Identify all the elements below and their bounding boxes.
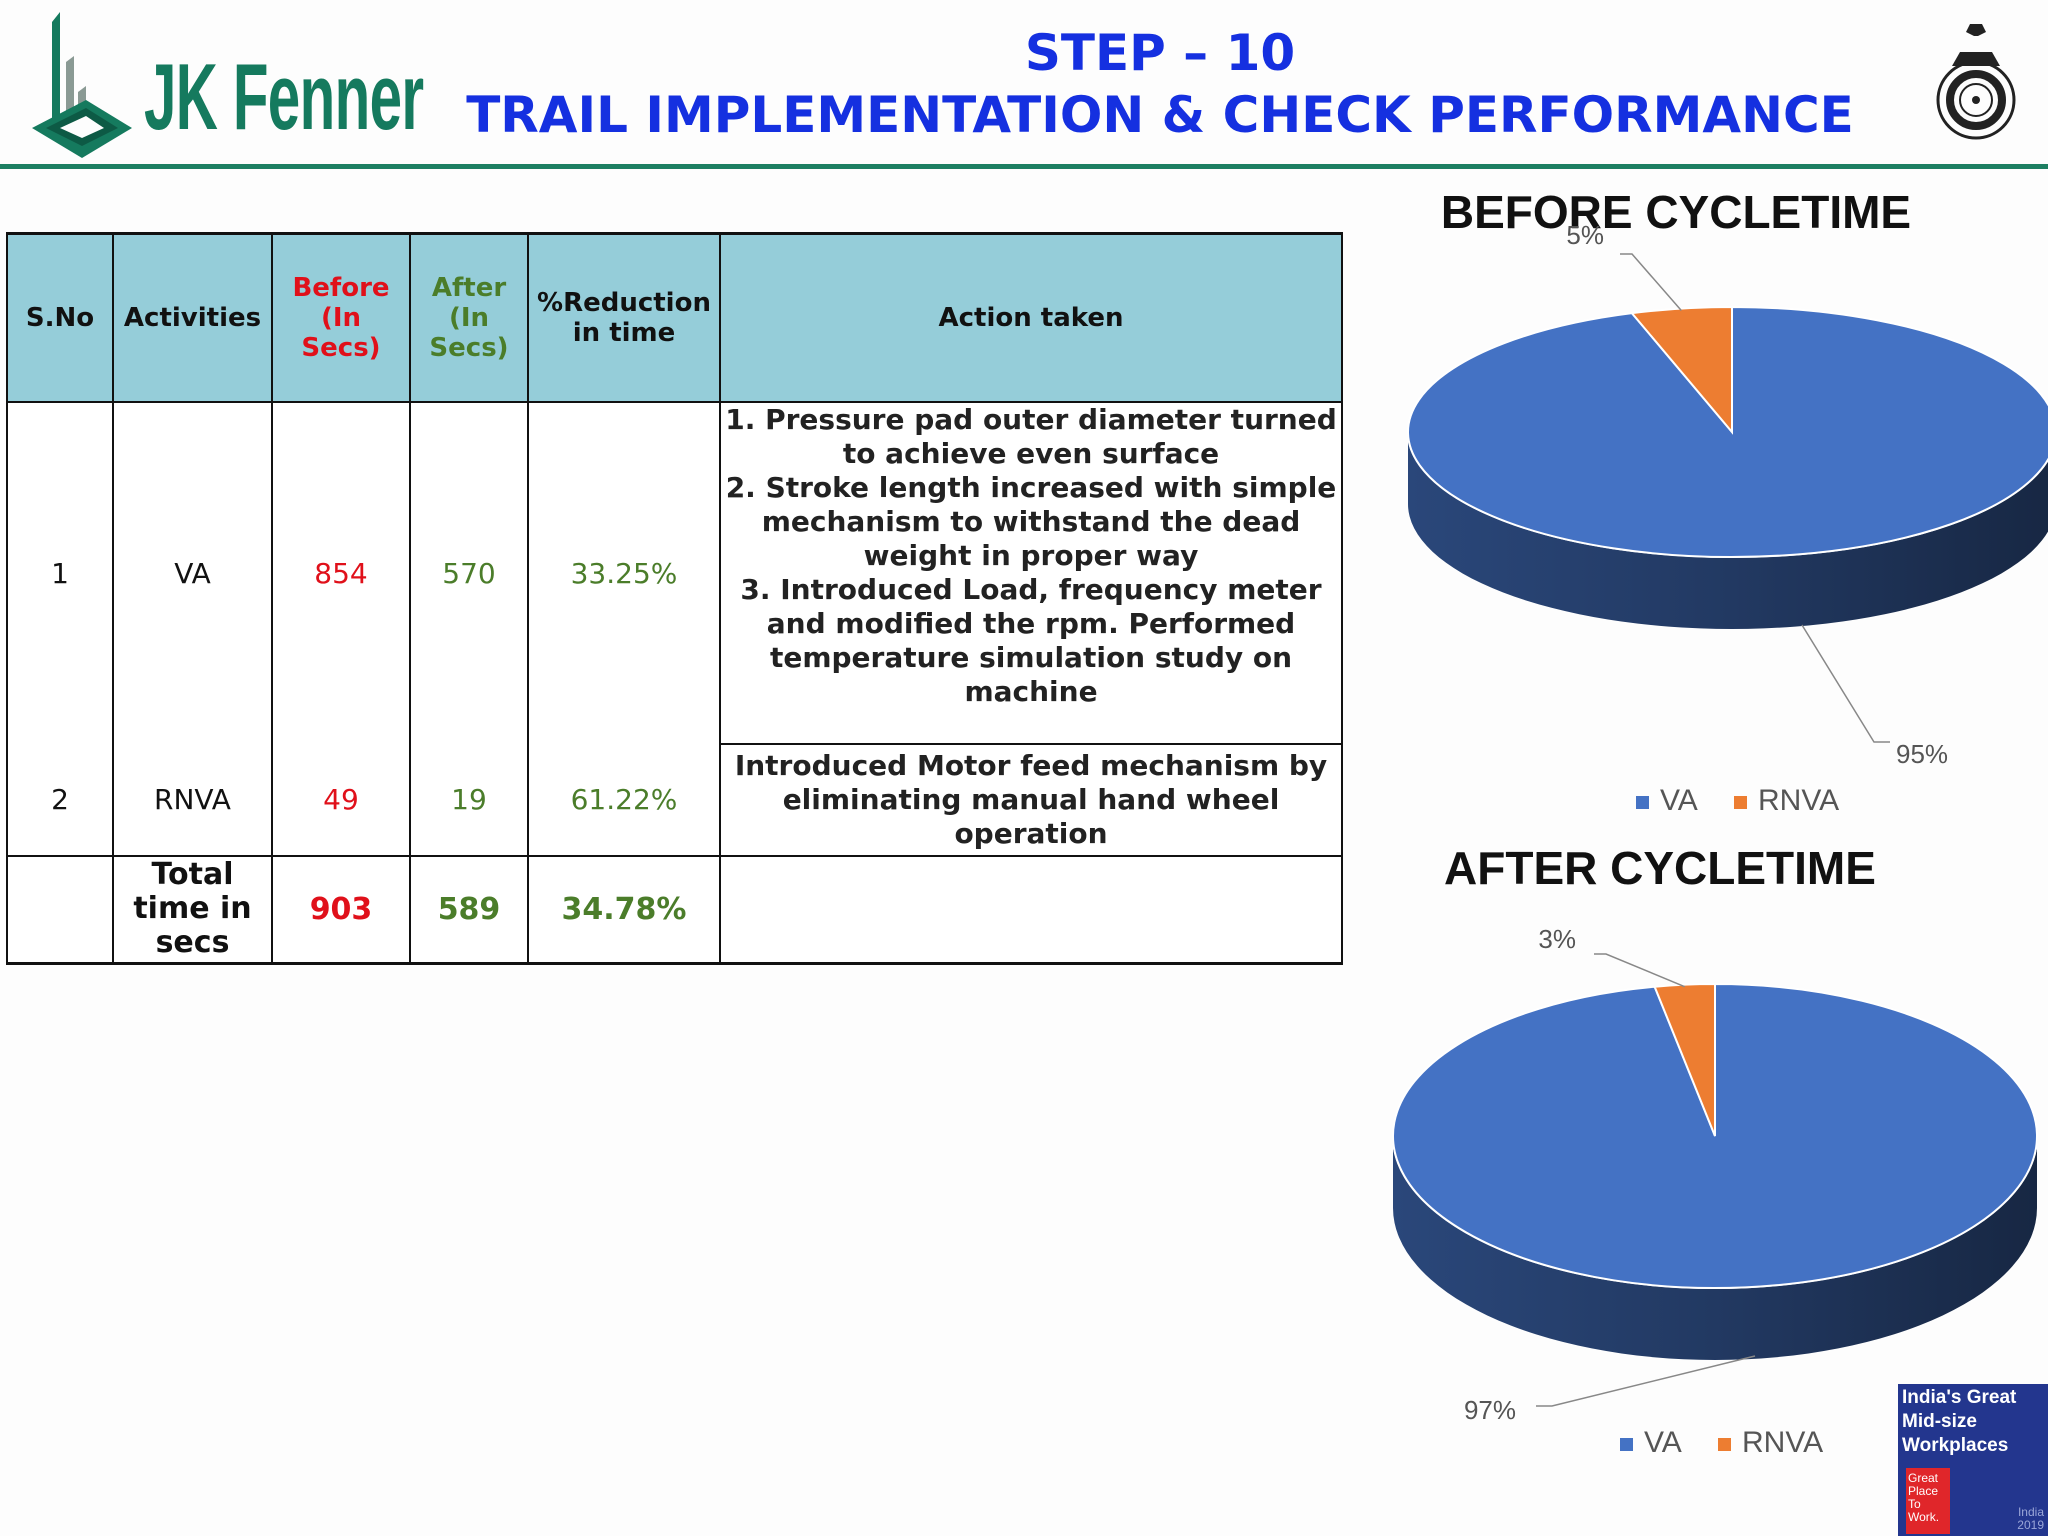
row-action: 1. Pressure pad outer diameter turned to… <box>719 400 1343 745</box>
row-after: 19 <box>409 743 529 857</box>
row-after: 570 <box>409 400 529 744</box>
page-title: TRAIL IMPLEMENTATION & CHECK PERFORMANCE <box>466 86 1854 144</box>
row-sno: 1 <box>6 400 114 744</box>
total-after: 589 <box>409 854 529 965</box>
leader-line <box>1620 253 1682 312</box>
col-activities-header: Activities <box>112 232 273 403</box>
data-label-rnva: 5% <box>1566 220 1604 250</box>
badge-title: India's Great Mid-size Workplaces <box>1902 1387 2017 1456</box>
row-before: 854 <box>271 400 411 744</box>
total-before: 903 <box>271 854 411 965</box>
total-reduction: 34.78% <box>527 854 721 965</box>
logo-mark-icon <box>32 12 132 158</box>
emblem-seal-icon <box>1936 24 2016 140</box>
gptw-logo: Great Place To Work. <box>1906 1468 1950 1534</box>
legend-label-rnva: RNVA <box>1742 1426 1823 1459</box>
legend-label-va: VA <box>1644 1426 1682 1459</box>
leader-line <box>1594 953 1685 988</box>
row-before: 49 <box>271 743 411 857</box>
data-label-rnva: 3% <box>1538 924 1576 954</box>
jk-fenner-logo: JK Fenner <box>32 10 427 160</box>
pie-slice-rnva <box>1653 982 1716 1137</box>
legend-swatch-rnva <box>1734 796 1747 809</box>
table-total-row: Total time in secs 903 589 34.78% <box>6 854 1343 965</box>
row-reduction: 61.22% <box>527 743 721 857</box>
total-label: Total time in secs <box>112 854 273 965</box>
after-cycletime-pie-chart: AFTER CYCLETIME 3% 97% VA RNVA <box>1391 842 2038 1459</box>
leader-line <box>1536 1355 1756 1407</box>
legend-label-rnva: RNVA <box>1758 784 1839 817</box>
row-action: Introduced Motor feed mechanism by elimi… <box>719 742 1343 857</box>
table-row: 2 RNVA 49 19 61.22% Introduced Motor fee… <box>6 742 1343 857</box>
table-header-row: S.No Activities Before (In Secs) After (… <box>6 232 1343 403</box>
great-place-to-work-badge: India's Great Mid-size Workplaces Great … <box>1898 1384 2048 1536</box>
badge-year: India 2019 <box>2017 1505 2044 1532</box>
pie-side-wall <box>1393 1136 2037 1360</box>
data-label-va: 97% <box>1464 1395 1516 1425</box>
legend-swatch-rnva <box>1718 1438 1731 1451</box>
row-reduction: 33.25% <box>527 400 721 744</box>
col-before-header: Before (In Secs) <box>271 232 411 403</box>
data-label-va: 95% <box>1896 739 1948 769</box>
performance-table: S.No Activities Before (In Secs) After (… <box>6 232 1343 965</box>
row-sno: 2 <box>6 743 114 857</box>
total-sno <box>6 854 114 965</box>
row-activity: RNVA <box>112 743 273 857</box>
chart-title: AFTER CYCLETIME <box>1444 842 1876 894</box>
col-after-header: After (In Secs) <box>409 232 529 403</box>
chart-title: BEFORE CYCLETIME <box>1441 186 1911 238</box>
table-row: 1 VA 854 570 33.25% 1. Pressure pad oute… <box>6 400 1343 745</box>
pie-slice-rnva <box>1629 305 1733 435</box>
logo-text: JK Fenner <box>144 44 424 149</box>
pie-side-wall <box>1408 432 2048 629</box>
col-reduction-header: %Reduction in time <box>527 232 721 403</box>
header-divider <box>0 164 2048 169</box>
col-action-header: Action taken <box>719 232 1343 403</box>
title-block: STEP – 10 TRAIL IMPLEMENTATION & CHECK P… <box>420 22 1900 146</box>
legend-swatch-va <box>1620 1438 1633 1451</box>
col-sno-header: S.No <box>6 232 114 403</box>
total-action <box>719 854 1343 965</box>
leader-line <box>1801 624 1890 743</box>
legend-swatch-va <box>1636 796 1649 809</box>
pie-slice-va <box>1407 305 2048 558</box>
legend-label-va: VA <box>1660 784 1698 817</box>
gptw-logo-text: Great Place To Work. <box>1908 1471 1940 1524</box>
step-title: STEP – 10 <box>1024 24 1296 82</box>
row-activity: VA <box>112 400 273 744</box>
